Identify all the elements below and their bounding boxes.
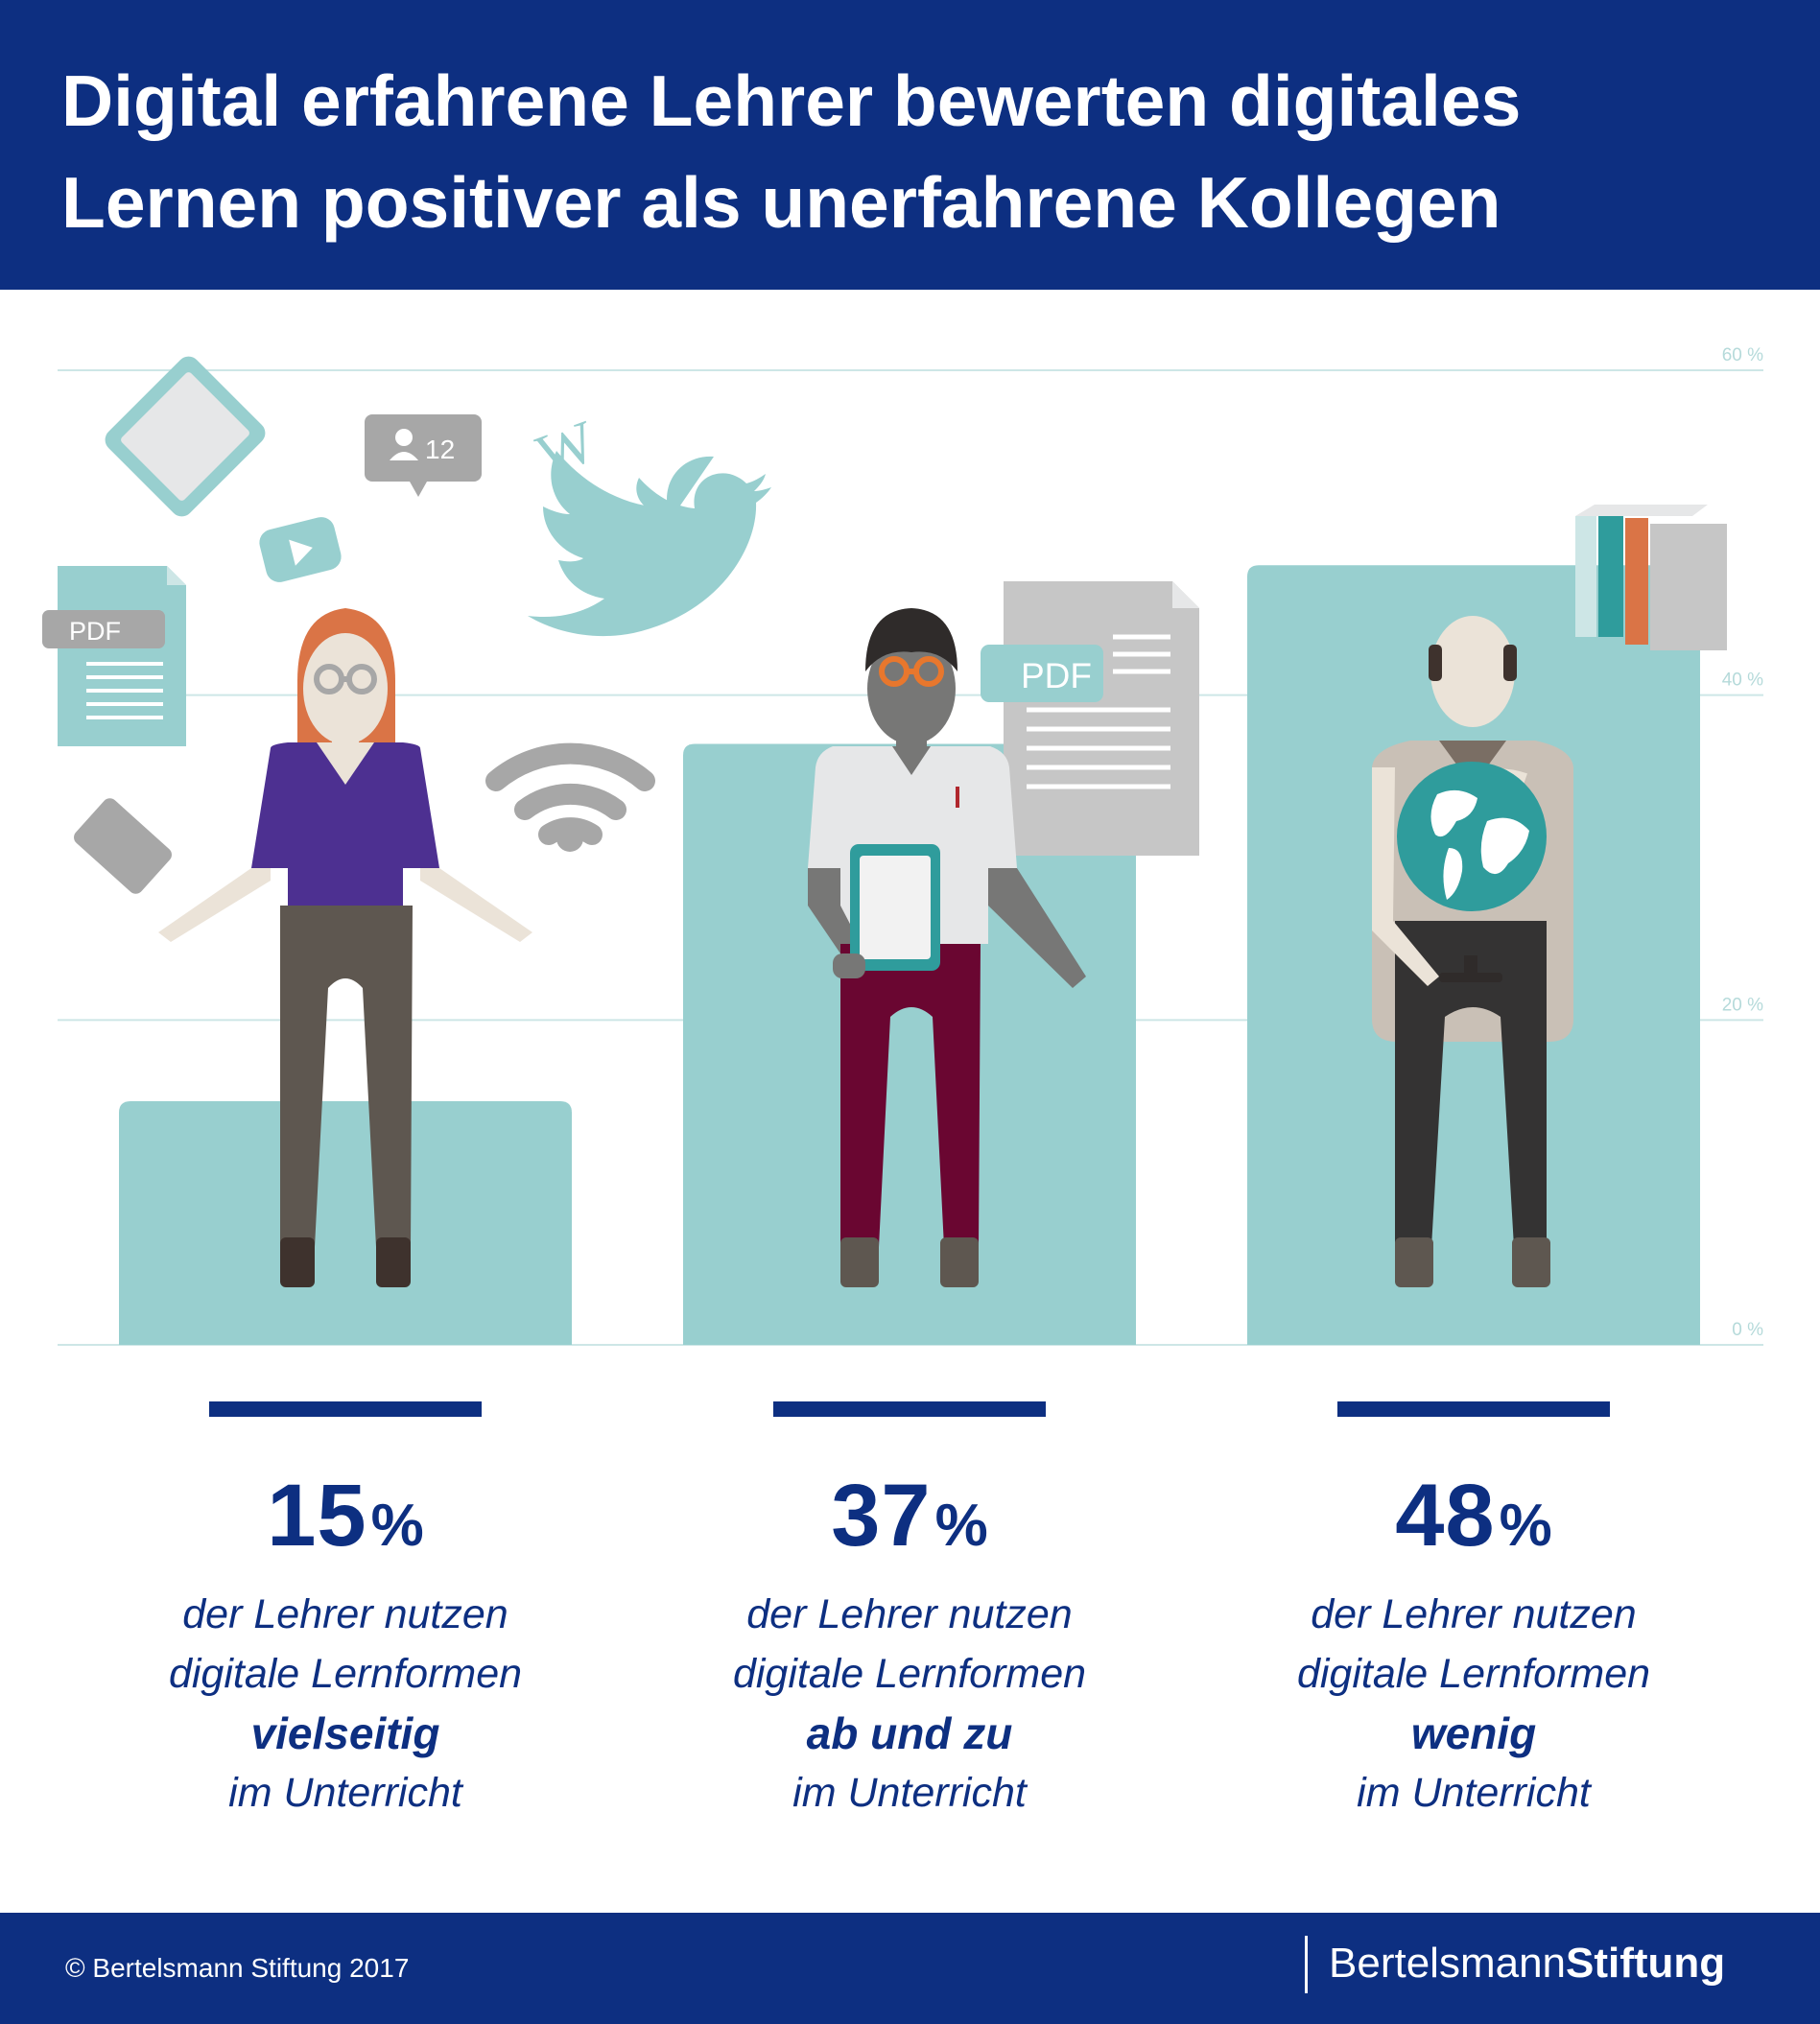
follower-badge-icon: 12	[365, 414, 482, 497]
stat-rule-3	[1337, 1401, 1610, 1417]
brand-logo: BertelsmannStiftung	[1329, 1940, 1726, 1987]
y-tick-label: 40 %	[1722, 671, 1763, 691]
follower-count: 12	[425, 435, 455, 464]
copyright-text: © Bertelsmann Stiftung 2017	[65, 1953, 410, 1983]
wifi-icon	[485, 742, 655, 852]
pdf-label: PDF	[69, 617, 121, 646]
smartphone-icon	[74, 798, 172, 894]
stat-rule-2	[773, 1401, 1046, 1417]
page-title: Digital erfahrene Lehrer bewerten digita…	[61, 60, 1522, 243]
stat-rule-1	[209, 1401, 482, 1417]
stat-value-3: 48%	[1395, 1467, 1552, 1565]
stat-emphasis: vielseitig	[250, 1708, 440, 1758]
y-axis-ticks: 0 % 20 % 40 % 60 %	[1722, 345, 1763, 1340]
stat-emphasis: ab und zu	[806, 1708, 1013, 1758]
header-banner: Digital erfahrene Lehrer bewerten digita…	[0, 0, 1820, 290]
twitter-bird-icon	[528, 451, 771, 637]
teacher-figure-experienced	[158, 608, 532, 1287]
brand-divider	[1305, 1936, 1308, 1993]
stat-description-2: der Lehrer nutzen digitale Lernformen ab…	[660, 1585, 1159, 1823]
teacher-figure-occasional: PDF	[808, 581, 1199, 1287]
stat-description-1: der Lehrer nutzen digitale Lernformen vi…	[96, 1585, 595, 1823]
stat-value-1: 15%	[267, 1467, 424, 1565]
tablet-icon	[105, 356, 266, 517]
y-tick-label: 0 %	[1732, 1320, 1763, 1340]
teacher-figure-inexperienced	[1372, 505, 1727, 1287]
y-tick-label: 20 %	[1722, 995, 1763, 1015]
stat-description-3: der Lehrer nutzen digitale Lernformen we…	[1224, 1585, 1723, 1823]
globe-icon	[1397, 762, 1547, 982]
footer-bar: © Bertelsmann Stiftung 2017 BertelsmannS…	[0, 1913, 1820, 2024]
books-icon	[1575, 505, 1727, 650]
y-tick-label: 60 %	[1722, 345, 1763, 365]
bar-chart: 0 %20 %40 %60 % 12 W PDF	[42, 345, 1763, 1346]
bar-vielseitig	[119, 1101, 572, 1345]
stat-value-2: 37%	[831, 1467, 988, 1565]
pdf-label: PDF	[1021, 656, 1092, 695]
stat-emphasis: wenig	[1410, 1708, 1537, 1758]
pdf-document-icon: PDF	[42, 566, 186, 746]
video-play-icon	[259, 517, 342, 582]
